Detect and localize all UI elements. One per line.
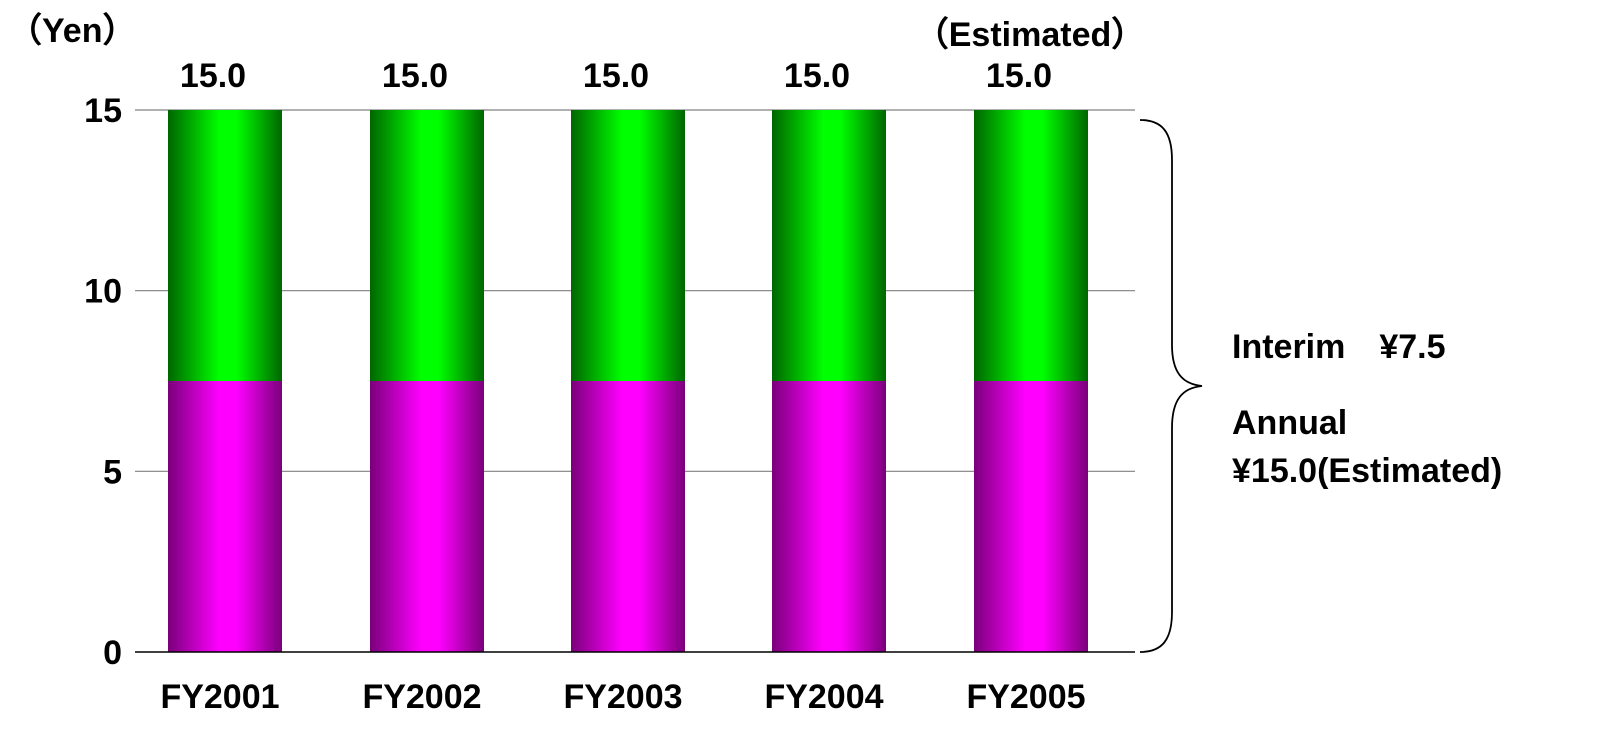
bar-fy2004-segment-2 <box>772 110 886 381</box>
data-label-fy2001: 15.0 <box>180 57 246 95</box>
bars <box>168 110 1088 652</box>
y-unit-label: （Yen） <box>8 11 136 50</box>
bar-fy2002-segment-1 <box>370 381 484 652</box>
bar-fy2005-segment-1 <box>974 381 1088 652</box>
bar-fy2004-segment-1 <box>772 381 886 652</box>
right-curly-brace <box>1139 119 1203 653</box>
x-tick-label-fy2004: FY2004 <box>764 678 883 716</box>
x-tick-label-fy2001: FY2001 <box>160 678 279 716</box>
note-line-annual-amount: ¥15.0(Estimated) <box>1232 452 1502 490</box>
y-tick-label-5: 5 <box>103 453 122 491</box>
y-tick-label-15: 15 <box>84 92 122 130</box>
dividend-note: Interim ¥7.5 Annual ¥15.0(Estimated) <box>1232 328 1502 490</box>
total-value-labels: 15.0 15.0 15.0 15.0 15.0 <box>180 57 1052 95</box>
note-line-annual: Annual <box>1232 404 1347 442</box>
data-label-fy2002: 15.0 <box>382 57 448 95</box>
y-tick-label-0: 0 <box>103 634 122 672</box>
x-tick-label-fy2002: FY2002 <box>362 678 481 716</box>
category-labels: FY2001 FY2002 FY2003 FY2004 FY2005 <box>160 678 1085 716</box>
data-label-fy2005: 15.0 <box>986 57 1052 95</box>
y-tick-labels: 0 5 10 15 <box>84 92 122 672</box>
bar-fy2003-segment-2 <box>571 110 685 381</box>
estimated-label: （Estimated） <box>915 15 1146 54</box>
bar-fy2003-segment-1 <box>571 381 685 652</box>
bar-fy2005-segment-2 <box>974 110 1088 381</box>
data-label-fy2003: 15.0 <box>583 57 649 95</box>
bar-fy2001-segment-1 <box>168 381 282 652</box>
data-label-fy2004: 15.0 <box>784 57 850 95</box>
bar-fy2002-segment-2 <box>370 110 484 381</box>
x-tick-label-fy2005: FY2005 <box>966 678 1085 716</box>
y-tick-label-10: 10 <box>84 273 122 311</box>
bar-fy2001-segment-2 <box>168 110 282 381</box>
note-line-interim: Interim ¥7.5 <box>1232 328 1446 366</box>
x-tick-label-fy2003: FY2003 <box>563 678 682 716</box>
